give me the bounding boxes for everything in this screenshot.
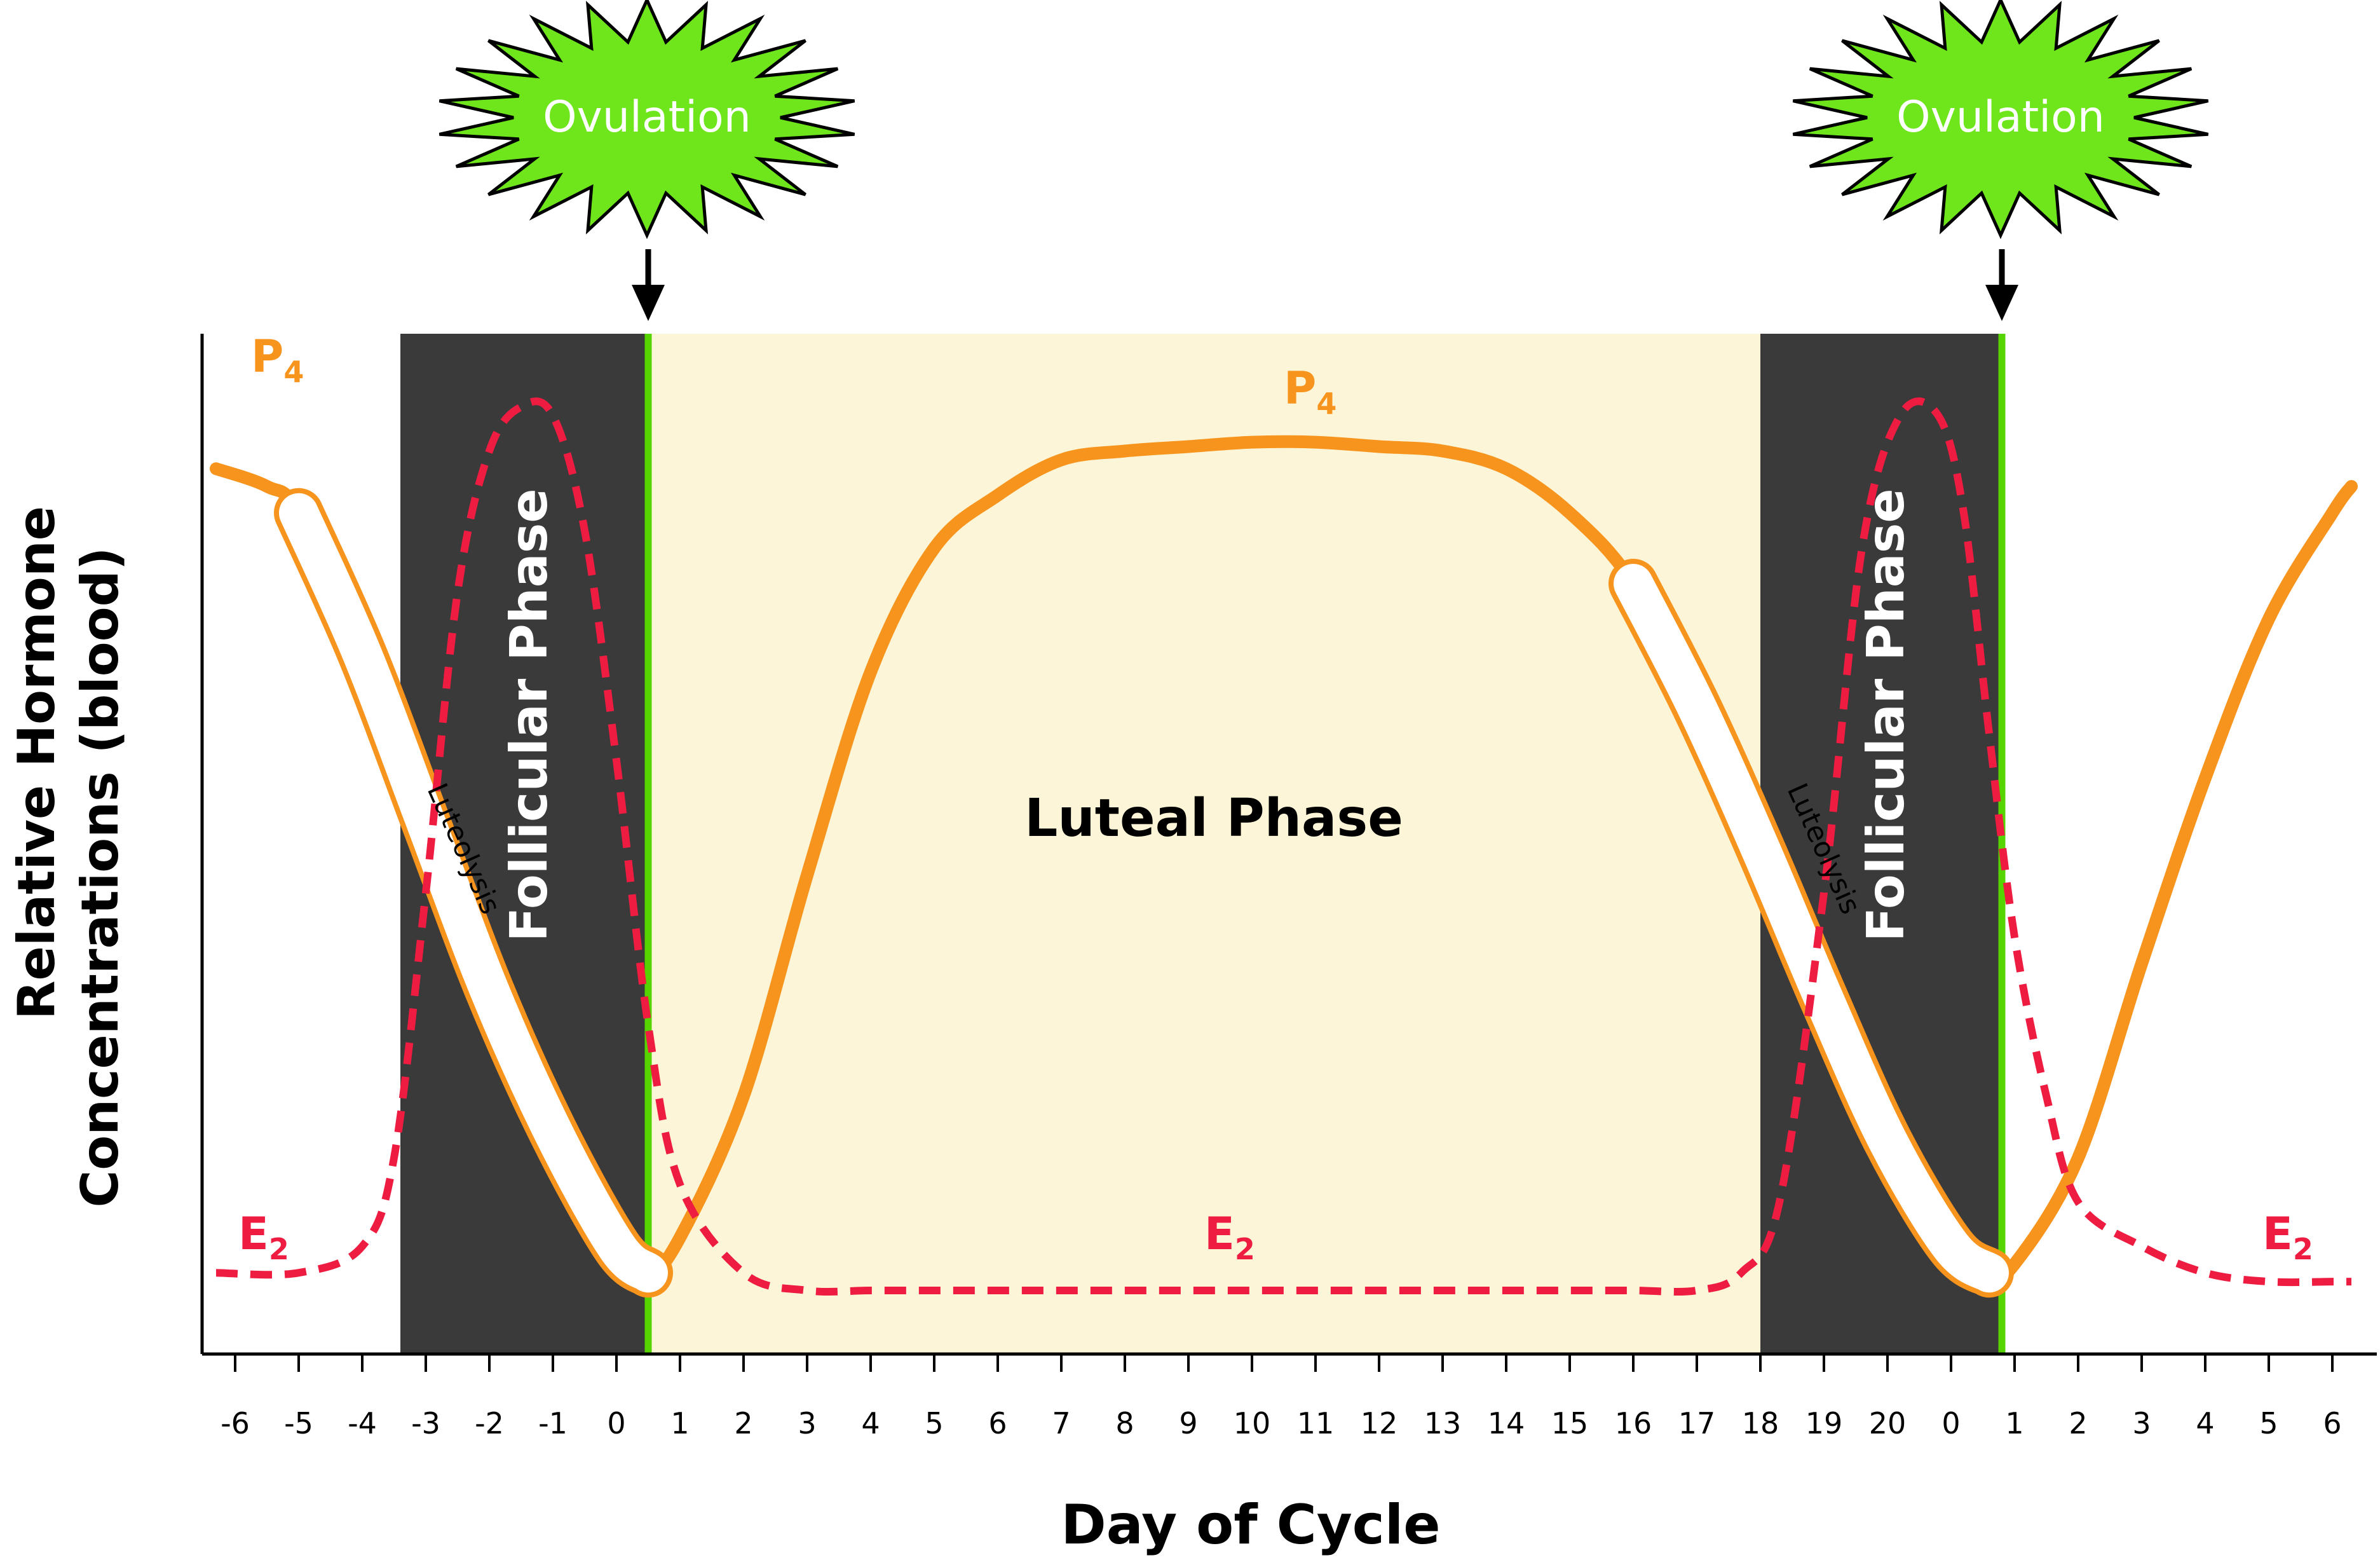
- p4-label-left: P4: [251, 331, 304, 389]
- x-tick-label: -4: [348, 1406, 377, 1440]
- phase-bands: [400, 334, 2006, 1354]
- x-tick-label: 5: [925, 1406, 943, 1440]
- luteal-phase-band: [648, 334, 1760, 1354]
- ovulation-label-1: Ovulation: [543, 92, 751, 142]
- x-tick-label: 15: [1551, 1406, 1589, 1440]
- x-tick-label: 3: [2132, 1406, 2151, 1440]
- x-tick-label: 11: [1297, 1406, 1335, 1440]
- e2-label-right: E2: [2262, 1208, 2313, 1266]
- follicular-phase-band-2: [1760, 334, 2002, 1354]
- x-tick-label: 1: [670, 1406, 689, 1440]
- p4-label-center: P4: [1284, 362, 1336, 421]
- e2-line: [215, 397, 2351, 1296]
- luteal-phase-label: Luteal Phase: [1024, 788, 1403, 849]
- x-tick-label: 5: [2259, 1406, 2278, 1440]
- x-tick-label: 7: [1052, 1406, 1070, 1440]
- x-tick-label: 4: [861, 1406, 880, 1440]
- x-tick-label: 17: [1678, 1406, 1716, 1440]
- x-tick-label: -2: [475, 1406, 504, 1440]
- x-tick-label: 13: [1424, 1406, 1462, 1440]
- ovulation-burst-2: [1792, 0, 2209, 240]
- ovulation-arrow-head-2: [1985, 285, 2018, 321]
- y-axis-title-line1: Relative Hormone: [7, 506, 66, 1020]
- x-tick-label: 10: [1234, 1406, 1271, 1440]
- x-tick-label: 0: [607, 1406, 625, 1440]
- e2-label-left: E2: [238, 1208, 289, 1266]
- x-tick-label: 14: [1488, 1406, 1525, 1440]
- x-tick-label: 6: [988, 1406, 1007, 1440]
- y-axis-title-line2: Concentrations (blood): [71, 547, 130, 1208]
- x-tick-label: 19: [1805, 1406, 1843, 1440]
- follicular-phase-label-2: Follicular Phase: [1856, 488, 1915, 941]
- x-tick-label: 6: [2323, 1406, 2341, 1440]
- x-tick-label: 3: [798, 1406, 816, 1440]
- x-tick-label: 9: [1179, 1406, 1197, 1440]
- x-tick-label: 0: [1941, 1406, 1960, 1440]
- x-tick-label: 16: [1615, 1406, 1652, 1440]
- x-tick-label: 8: [1115, 1406, 1134, 1440]
- x-tick-label: -6: [221, 1406, 250, 1440]
- follicular-phase-label-1: Follicular Phase: [500, 488, 559, 941]
- x-tick-label: -1: [538, 1406, 568, 1440]
- axes: -6 -5 -4 -3 -2 -1 0 1 2 3 4 5 6 7 8 9 10 11 12 13 14 15 16 17 18…: [200, 334, 2377, 1440]
- ovulation-arrow-head-1: [632, 285, 665, 321]
- ovulation-burst-1: [439, 0, 855, 240]
- x-tick-label: 20: [1869, 1406, 1907, 1440]
- x-tick-label: -3: [411, 1406, 440, 1440]
- e2-label-center: E2: [1204, 1208, 1255, 1266]
- x-tick-label: 1: [2005, 1406, 2023, 1440]
- luteolysis-tube-fill-1: [279, 493, 668, 1293]
- x-tick-label: 4: [2196, 1406, 2214, 1440]
- x-tick-label: 2: [2069, 1406, 2087, 1440]
- series-lines: [210, 397, 2358, 1298]
- x-axis-title: Day of Cycle: [1061, 1493, 1440, 1557]
- x-tick-label: 2: [734, 1406, 752, 1440]
- ovulation-label-2: Ovulation: [1896, 92, 2105, 142]
- x-tick-label: 18: [1742, 1406, 1779, 1440]
- x-tick-label: 12: [1361, 1406, 1398, 1440]
- x-tick-label: -5: [284, 1406, 313, 1440]
